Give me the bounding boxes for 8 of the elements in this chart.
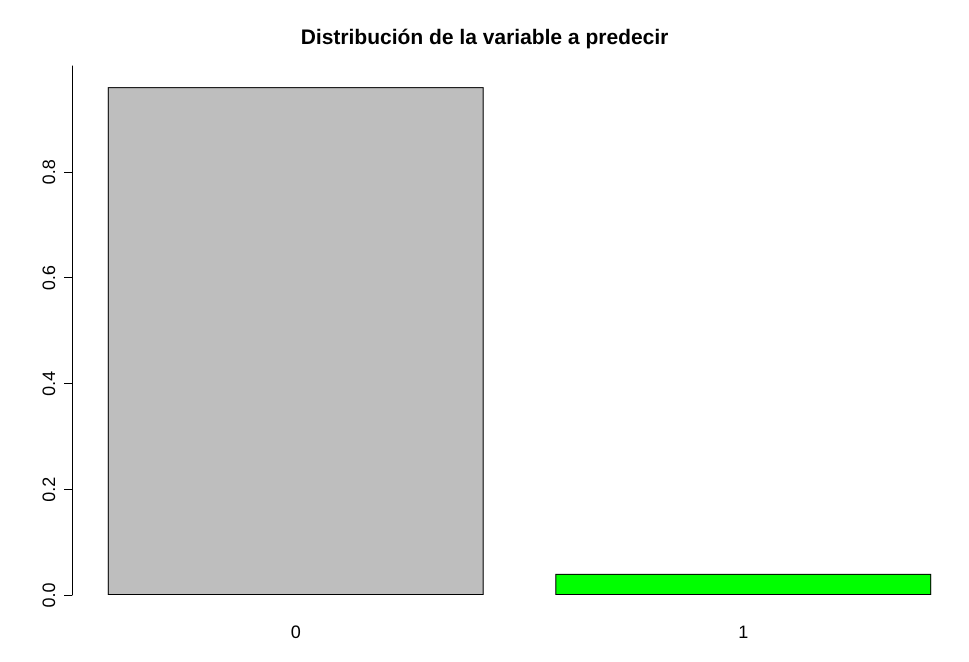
x-tick-label: 0 [290, 622, 301, 642]
y-tick-label: 0.2 [39, 476, 59, 502]
y-tick-label: 0.4 [39, 370, 59, 396]
x-tick-label: 1 [738, 622, 748, 642]
y-tick-label: 0.0 [39, 582, 59, 608]
chart-title: Distribución de la variable a predecir [300, 26, 668, 49]
y-tick-label: 0.8 [39, 159, 59, 184]
y-tick-label: 0.6 [39, 265, 59, 290]
